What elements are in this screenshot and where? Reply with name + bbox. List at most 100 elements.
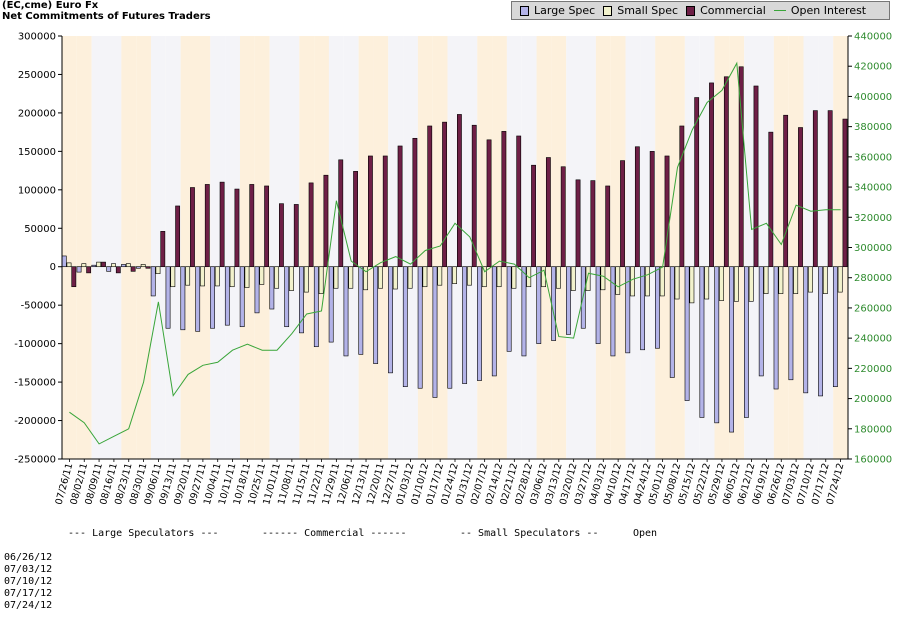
plot-band	[239, 36, 255, 459]
bar-commercial	[115, 266, 121, 274]
right-tick-label: 280000	[854, 273, 892, 284]
bar-commercial	[353, 171, 358, 268]
bar-large-spec	[121, 264, 126, 268]
bar-large-spec	[818, 266, 823, 397]
plot-band	[536, 36, 552, 459]
bar-small-spec	[733, 266, 739, 302]
bar-small-spec	[214, 266, 220, 287]
right-tick-label: 420000	[854, 62, 892, 73]
bar-large-spec	[313, 266, 319, 348]
bar-large-spec	[388, 266, 393, 374]
bar-commercial	[234, 188, 240, 268]
bar-large-spec	[254, 266, 260, 314]
bar-commercial	[264, 185, 270, 268]
bar-commercial	[175, 205, 181, 268]
left-tick-label: 50000	[24, 224, 56, 235]
bar-commercial	[219, 181, 225, 268]
bar-commercial	[130, 266, 136, 272]
left-tick-label: 300000	[18, 32, 56, 43]
plot-band	[180, 36, 196, 459]
table-cell: 07/03/12	[4, 564, 53, 575]
bar-large-spec	[610, 266, 616, 357]
chart-title: (EC,cme) Euro Fx	[2, 0, 99, 11]
bar-commercial	[545, 157, 551, 268]
bar-commercial	[471, 124, 477, 268]
plot-band	[581, 36, 596, 459]
legend-item-commercial: Commercial	[686, 4, 766, 17]
bar-large-spec	[684, 266, 690, 401]
bar-small-spec	[630, 266, 635, 297]
bar-small-spec	[585, 266, 591, 291]
bar-large-spec	[135, 266, 141, 269]
left-tick-label: -200000	[14, 416, 56, 427]
bar-large-spec	[432, 266, 438, 398]
right-tick-label: 260000	[854, 303, 892, 314]
bar-small-spec	[437, 266, 443, 286]
bar-large-spec	[462, 266, 468, 384]
plot-band	[150, 36, 166, 459]
plot-band	[106, 36, 122, 459]
plot-band	[655, 36, 671, 459]
right-tick-label: 200000	[854, 394, 892, 405]
bar-small-spec	[556, 266, 561, 289]
legend-line	[773, 10, 786, 11]
bar-large-spec	[239, 266, 245, 328]
bar-large-spec	[61, 255, 67, 268]
bar-commercial	[145, 266, 151, 269]
legend: Large Spec Small Spec Commercial Open In…	[511, 1, 890, 20]
bar-large-spec	[299, 266, 304, 334]
bar-commercial	[501, 131, 507, 268]
bar-large-spec	[328, 266, 334, 343]
legend-item-open-interest: Open Interest	[773, 4, 866, 17]
left-tick-label: 150000	[18, 147, 56, 158]
right-tick-label: 380000	[854, 122, 892, 133]
plot-band	[62, 36, 77, 459]
bar-small-spec	[170, 266, 176, 288]
bar-large-spec	[195, 266, 201, 332]
bar-commercial	[308, 182, 314, 268]
bar-small-spec	[303, 266, 309, 293]
plot-band	[299, 36, 315, 459]
legend-label: Large Spec	[534, 4, 596, 17]
bar-large-spec	[832, 266, 838, 388]
bar-large-spec	[640, 266, 645, 351]
bar-commercial	[590, 180, 596, 268]
bar-large-spec	[699, 266, 705, 418]
left-tick-label: -150000	[14, 378, 56, 389]
right-tick-label: 440000	[854, 32, 892, 43]
bar-commercial	[86, 266, 92, 274]
table-cell: -- Small Speculators --	[460, 528, 599, 539]
bar-large-spec	[491, 266, 497, 377]
bar-large-spec	[536, 266, 542, 344]
legend-swatch	[520, 5, 529, 16]
plot-band	[640, 36, 656, 459]
legend-label: Commercial	[700, 4, 766, 17]
bar-small-spec	[763, 266, 769, 294]
bar-small-spec	[244, 266, 250, 288]
left-tick-label: 250000	[18, 70, 56, 81]
bar-large-spec	[150, 266, 156, 297]
bar-small-spec	[333, 266, 339, 289]
bar-small-spec	[719, 266, 724, 301]
bar-commercial	[842, 118, 848, 268]
bar-large-spec	[358, 266, 364, 355]
bar-commercial	[753, 85, 759, 268]
bar-commercial	[160, 231, 166, 268]
bar-large-spec	[76, 266, 82, 273]
bar-large-spec	[106, 266, 112, 272]
bar-commercial	[768, 131, 774, 268]
bar-large-spec	[655, 266, 660, 349]
bar-commercial	[620, 160, 625, 268]
bar-commercial	[368, 155, 373, 268]
bar-commercial	[783, 114, 789, 268]
bar-commercial	[382, 155, 388, 268]
bar-large-spec	[284, 266, 290, 328]
chart-subtitle: Net Commitments of Futures Traders	[2, 11, 211, 22]
legend-swatch	[686, 5, 696, 16]
right-tick-label: 220000	[854, 364, 892, 375]
bar-large-spec	[506, 266, 512, 352]
bar-large-spec	[566, 266, 571, 335]
bar-large-spec	[343, 266, 349, 357]
table-cell: ------ Commercial ------	[262, 528, 407, 539]
